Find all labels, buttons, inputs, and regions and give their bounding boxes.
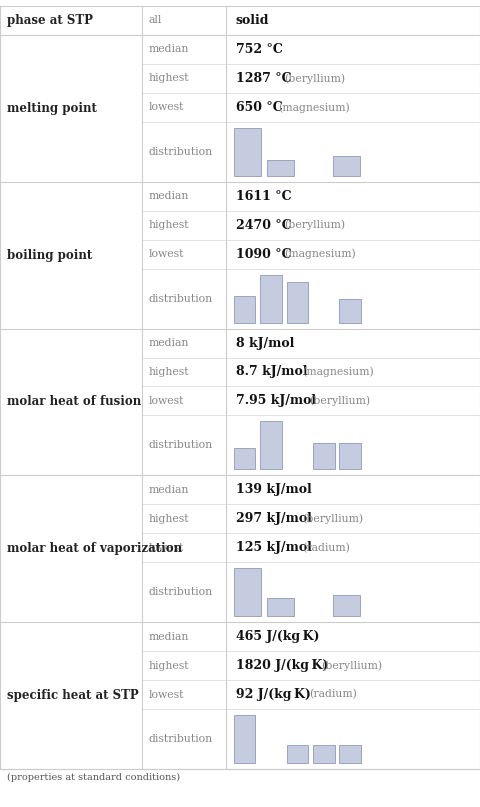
Bar [234, 568, 261, 617]
Bar [234, 128, 261, 176]
Text: 465 J/(kg K): 465 J/(kg K) [236, 630, 319, 643]
Bar [287, 282, 308, 323]
Text: 297 kJ/mol: 297 kJ/mol [236, 512, 312, 525]
Text: 8.7 kJ/mol: 8.7 kJ/mol [236, 366, 307, 378]
Text: lowest: lowest [149, 543, 184, 553]
Bar [260, 421, 282, 470]
Text: (beryllium): (beryllium) [284, 220, 346, 231]
Text: median: median [149, 338, 189, 348]
Text: (properties at standard conditions): (properties at standard conditions) [7, 772, 180, 781]
Text: (radium): (radium) [302, 542, 350, 553]
Bar [260, 274, 282, 323]
Text: lowest: lowest [149, 102, 184, 112]
Text: median: median [149, 632, 189, 642]
Text: (magnesium): (magnesium) [278, 102, 350, 113]
Bar [234, 448, 255, 470]
Text: (magnesium): (magnesium) [302, 366, 374, 378]
Text: (beryllium): (beryllium) [302, 513, 364, 524]
Text: molar heat of fusion: molar heat of fusion [7, 395, 141, 408]
Text: molar heat of vaporization: molar heat of vaporization [7, 542, 182, 555]
Text: median: median [149, 191, 189, 201]
Text: melting point: melting point [7, 102, 97, 115]
Bar [287, 745, 308, 763]
Bar [313, 745, 335, 763]
Text: median: median [149, 485, 189, 495]
Text: boiling point: boiling point [7, 249, 92, 261]
Text: 650 °C: 650 °C [236, 101, 282, 114]
Text: 1287 °C: 1287 °C [236, 72, 291, 85]
Text: distribution: distribution [149, 734, 213, 744]
Text: distribution: distribution [149, 294, 213, 303]
Bar [234, 715, 255, 763]
Text: 1611 °C: 1611 °C [236, 190, 291, 203]
Bar [267, 598, 294, 617]
Text: specific heat at STP: specific heat at STP [7, 689, 139, 702]
Text: (beryllium): (beryllium) [321, 660, 382, 671]
Text: highest: highest [149, 661, 189, 671]
Text: 1090 °C: 1090 °C [236, 248, 291, 261]
Bar [339, 745, 361, 763]
Text: highest: highest [149, 220, 189, 230]
Text: 1820 J/(kg K): 1820 J/(kg K) [236, 659, 328, 672]
Text: (magnesium): (magnesium) [284, 249, 356, 259]
Text: lowest: lowest [149, 249, 184, 259]
Text: highest: highest [149, 367, 189, 377]
Text: 2470 °C: 2470 °C [236, 219, 291, 232]
Text: 8 kJ/mol: 8 kJ/mol [236, 337, 294, 349]
Text: (radium): (radium) [309, 689, 357, 700]
Bar [333, 595, 360, 617]
Text: solid: solid [236, 14, 269, 27]
Text: 125 kJ/mol: 125 kJ/mol [236, 541, 312, 554]
Text: highest: highest [149, 514, 189, 524]
Text: 139 kJ/mol: 139 kJ/mol [236, 483, 312, 496]
Text: highest: highest [149, 73, 189, 83]
Text: (beryllium): (beryllium) [284, 73, 346, 84]
Bar [333, 156, 360, 176]
Bar [313, 443, 335, 470]
Text: distribution: distribution [149, 147, 213, 157]
Text: lowest: lowest [149, 396, 184, 406]
Bar [267, 160, 294, 176]
Bar [339, 443, 361, 470]
Text: distribution: distribution [149, 441, 213, 450]
Text: 7.95 kJ/mol: 7.95 kJ/mol [236, 395, 316, 408]
Bar [234, 296, 255, 323]
Text: 752 °C: 752 °C [236, 43, 282, 56]
Text: median: median [149, 44, 189, 54]
Text: (beryllium): (beryllium) [309, 395, 370, 406]
Text: lowest: lowest [149, 689, 184, 700]
Text: distribution: distribution [149, 587, 213, 597]
Text: phase at STP: phase at STP [7, 14, 93, 27]
Bar [339, 299, 361, 323]
Text: all: all [149, 15, 162, 26]
Text: 92 J/(kg K): 92 J/(kg K) [236, 688, 311, 701]
